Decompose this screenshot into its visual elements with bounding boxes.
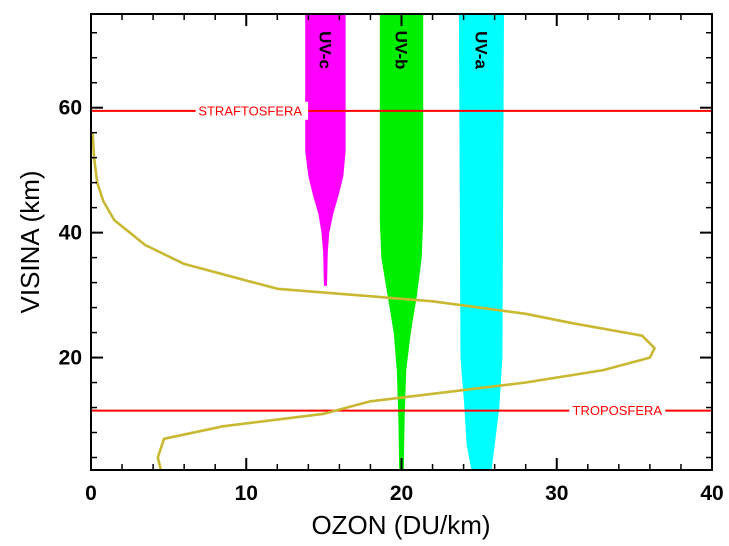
x-tick-label: 40 xyxy=(700,482,723,505)
ozone-profile-line xyxy=(91,132,656,471)
x-tick-label: 0 xyxy=(85,482,97,505)
uv-a-band xyxy=(458,14,504,470)
uv-band-labels-layer: UV-c UV-b UV-a xyxy=(315,31,490,70)
uv-b-band-label: UV-b xyxy=(392,31,411,70)
uv-a-band-label: UV-a xyxy=(472,31,491,69)
straftosfera-label-bg xyxy=(195,101,309,120)
y-axis-label: VISINA (km) xyxy=(15,170,45,313)
uv-b-band xyxy=(379,14,424,470)
y-tick-label: 40 xyxy=(59,222,82,245)
troposfera-label: TROPOSFERA xyxy=(573,403,663,418)
reference-lines-layer: STRAFTOSFERA TROPOSFERA xyxy=(91,101,712,420)
x-tick-label: 20 xyxy=(390,482,413,505)
troposfera-label-bg xyxy=(569,401,666,420)
ozone-curve-layer xyxy=(91,132,656,471)
uv-c-band-label: UV-c xyxy=(315,31,334,69)
uv-c-band xyxy=(305,14,346,286)
x-tick-label: 30 xyxy=(545,482,568,505)
straftosfera-label: STRAFTOSFERA xyxy=(198,103,302,118)
y-tick-label: 20 xyxy=(59,347,82,370)
axes-layer: 0 10 20 30 40 20 40 60 xyxy=(59,13,724,505)
y-tick-label: 60 xyxy=(59,97,82,120)
uv-bands-layer xyxy=(305,14,504,470)
x-axis-label: OZON (DU/km) xyxy=(311,510,490,540)
x-tick-label: 10 xyxy=(235,482,258,505)
